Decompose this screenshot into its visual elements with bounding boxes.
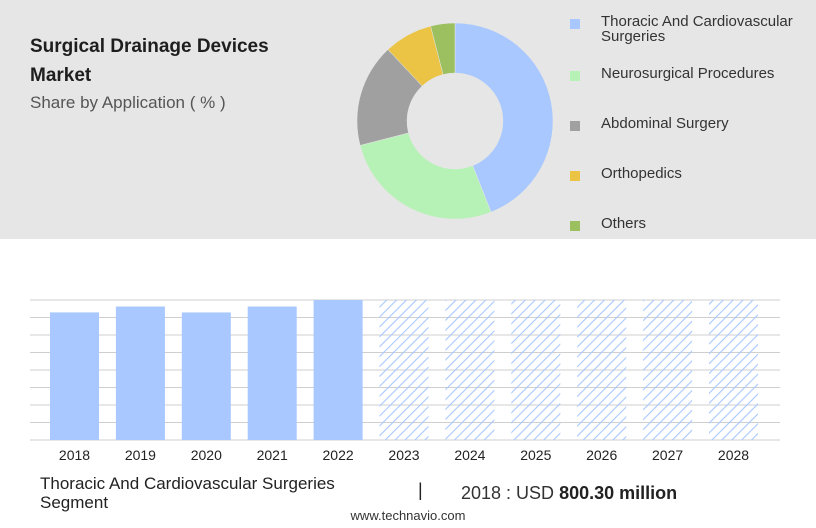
x-tick-label: 2020 (191, 447, 222, 463)
bar-chart: 2018 2019 2020 2021 2022 2023 2024 2025 2026 2027… (30, 299, 780, 463)
donut-chart (356, 22, 554, 220)
x-tick-label: 2024 (454, 447, 485, 463)
bar-2020 (181, 312, 231, 440)
chart-subtitle: Share by Application ( % ) (30, 93, 226, 112)
legend-item-orthopedics: Orthopedics (570, 166, 816, 181)
footer-separator: | (418, 480, 423, 500)
legend-label: Others (601, 215, 647, 232)
x-tick-label: 2019 (125, 447, 156, 463)
source-url[interactable]: www.technavio.com (350, 508, 466, 523)
bar-2027 (643, 300, 693, 440)
bar-2018 (50, 312, 99, 440)
legend-item-others: Others (570, 216, 816, 231)
legend-item-thoracic-and-cardiovascular-surgeries: Thoracic And Cardiovascular Surgeries (570, 14, 816, 44)
x-tick-label: 2027 (652, 447, 683, 463)
legend-swatch (570, 121, 580, 131)
segment-value-amount: 800.30 million (559, 483, 678, 503)
bar-2025 (511, 300, 561, 440)
x-tick-label: 2026 (586, 447, 617, 463)
legend-swatch (570, 71, 580, 81)
legend-label: Abdominal Surgery (601, 115, 729, 132)
bar-2028 (709, 300, 758, 440)
x-tick-label: 2028 (718, 447, 749, 463)
legend-label: Neurosurgical Procedures (601, 65, 775, 82)
bar-2019 (115, 306, 165, 440)
x-tick-label: 2018 (59, 447, 90, 463)
segment-value: 2018 : USD 800.30 million (461, 483, 677, 504)
legend-item-abdominal-surgery: Abdominal Surgery (570, 116, 816, 131)
chart-title: Surgical Drainage Devices Market (30, 36, 269, 86)
donut-slice-neurosurgical-procedures (359, 132, 492, 220)
x-tick-label: 2023 (388, 447, 419, 463)
bar-2021 (247, 306, 297, 440)
segment-label: Thoracic And Cardiovascular Surgeries Se… (40, 474, 335, 512)
legend-label: Orthopedics (601, 165, 682, 182)
donut-slice-thoracic-and-cardiovascular-surgeries (454, 22, 554, 213)
legend-label: Thoracic And Cardiovascular Surgeries (601, 13, 793, 45)
x-tick-label: 2021 (257, 447, 288, 463)
bar-2022 (313, 300, 363, 440)
segment-value-prefix: 2018 : USD (461, 483, 555, 503)
x-tick-label: 2025 (520, 447, 551, 463)
legend-swatch (570, 221, 580, 231)
donut-slice-others (430, 22, 456, 75)
bar-2024 (445, 300, 495, 440)
legend-item-neurosurgical-procedures: Neurosurgical Procedures (570, 66, 816, 81)
legend-swatch (570, 19, 580, 29)
bar-2023 (379, 300, 429, 440)
legend-swatch (570, 171, 580, 181)
x-tick-label: 2022 (323, 447, 354, 463)
bar-2026 (577, 300, 627, 440)
